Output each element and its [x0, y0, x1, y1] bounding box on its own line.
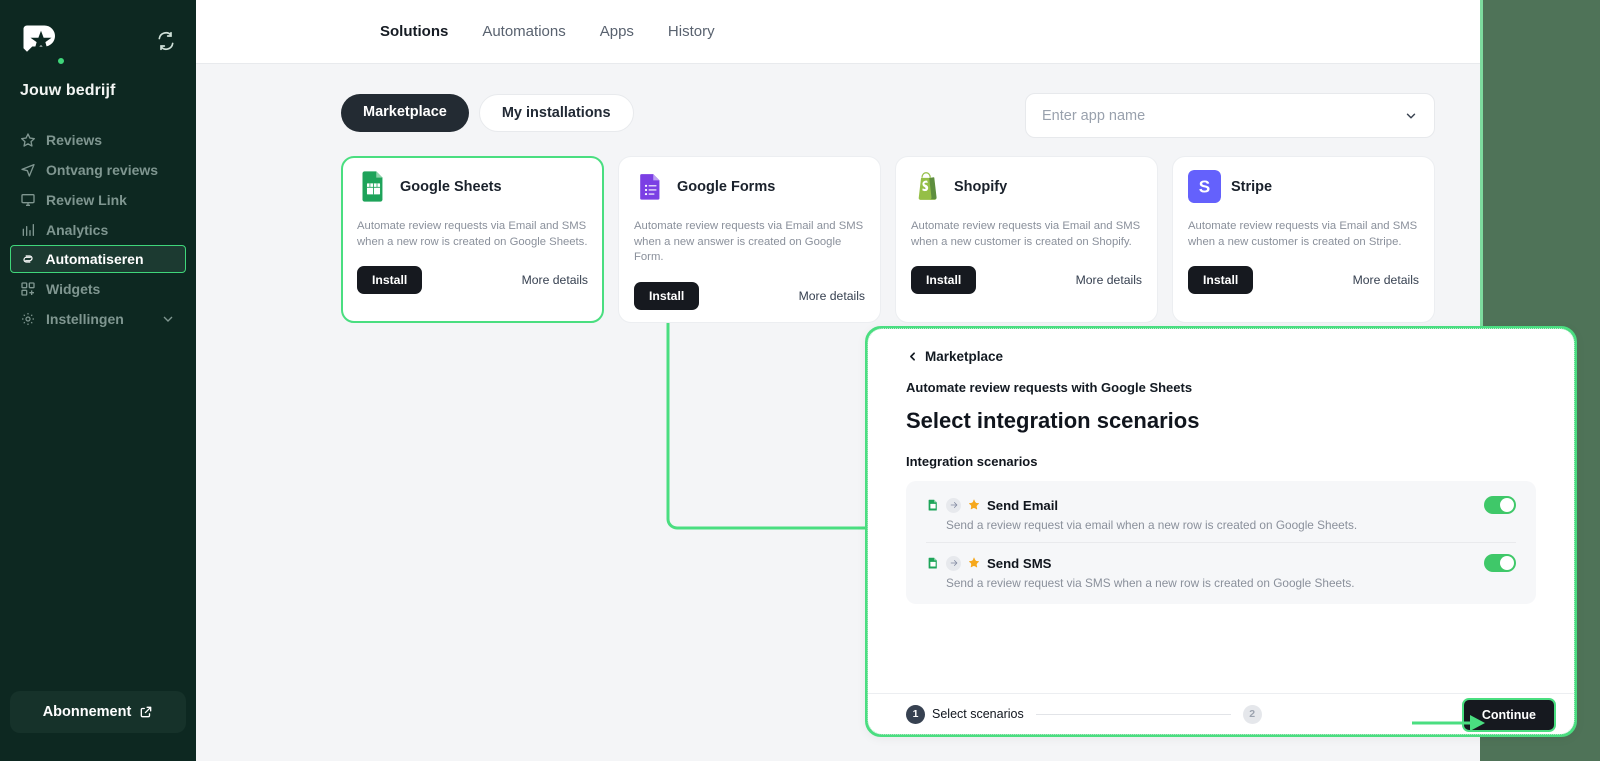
svg-text:S: S — [1199, 177, 1210, 197]
